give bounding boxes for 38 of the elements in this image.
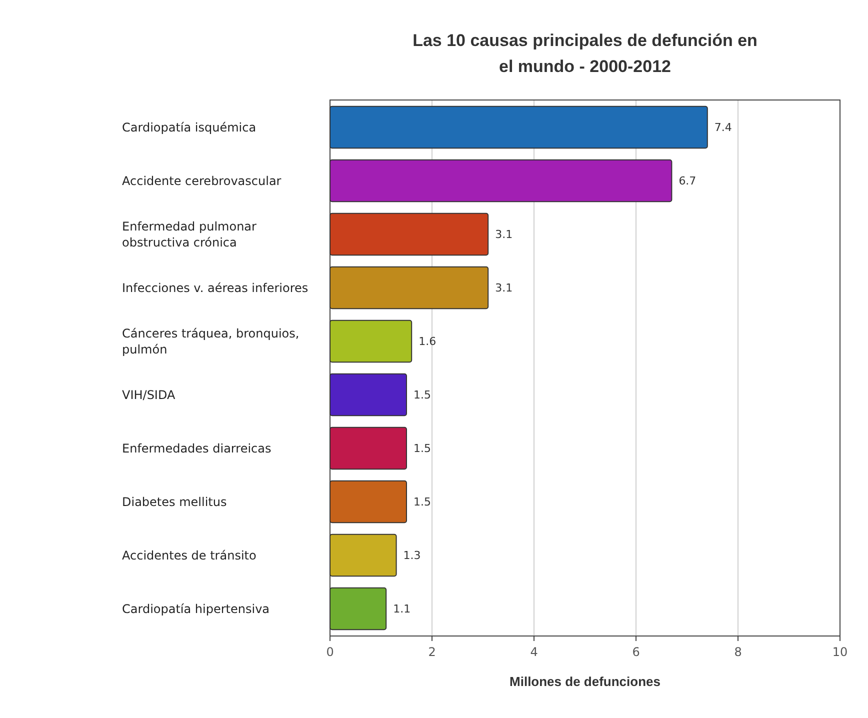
bar xyxy=(330,106,708,149)
data-label: 3.1 xyxy=(495,228,513,242)
y-tick-label: Accidentes de tránsito xyxy=(122,548,256,562)
data-label: 1.5 xyxy=(414,496,431,509)
y-tick-label: Enfermedades diarreicas xyxy=(122,441,272,456)
bar xyxy=(330,480,407,524)
data-label: 1.3 xyxy=(403,549,421,562)
y-tick-label: VIH/SIDA xyxy=(122,388,176,402)
data-label: 1.5 xyxy=(414,442,431,456)
bar xyxy=(330,212,489,256)
data-label: 6.7 xyxy=(678,174,696,188)
x-tick-label: 4 xyxy=(530,645,538,659)
x-tick-label: 10 xyxy=(832,645,848,659)
data-label: 7.4 xyxy=(714,121,732,134)
bar xyxy=(330,534,397,577)
y-tick-label: Accidente cerebrovascular xyxy=(122,174,282,188)
bar xyxy=(330,266,489,310)
bar xyxy=(330,320,412,363)
data-label: 1.5 xyxy=(414,388,431,402)
y-tick-label: Diabetes mellitus xyxy=(122,494,227,509)
data-label: 1.1 xyxy=(393,602,411,616)
x-tick-label: 8 xyxy=(734,645,742,659)
chart-title: Las 10 causas principales de defunción en el mundo - 2000-2012 xyxy=(412,31,758,76)
x-axis-title: Millones de defunciones xyxy=(510,674,660,689)
y-tick-label: Cardiopatía isquémica xyxy=(122,120,256,134)
data-label: 1.6 xyxy=(418,335,436,348)
y-tick-label: Enfermedad pulmonar obstructiva crónica xyxy=(122,219,257,250)
bar xyxy=(330,373,407,416)
bar xyxy=(330,587,387,630)
bar xyxy=(330,426,407,470)
y-tick-label: Cardiopatía hipertensiva xyxy=(122,602,270,616)
y-tick-label: Infecciones v. aéreas inferiores xyxy=(122,280,308,295)
data-label: 3.1 xyxy=(495,282,513,295)
x-tick-label: 6 xyxy=(632,645,640,659)
bar xyxy=(330,159,672,202)
y-tick-label: Cánceres tráquea, bronquios, pulmón xyxy=(122,326,300,356)
x-tick-label: 0 xyxy=(326,645,334,659)
x-tick-label: 2 xyxy=(428,645,436,659)
